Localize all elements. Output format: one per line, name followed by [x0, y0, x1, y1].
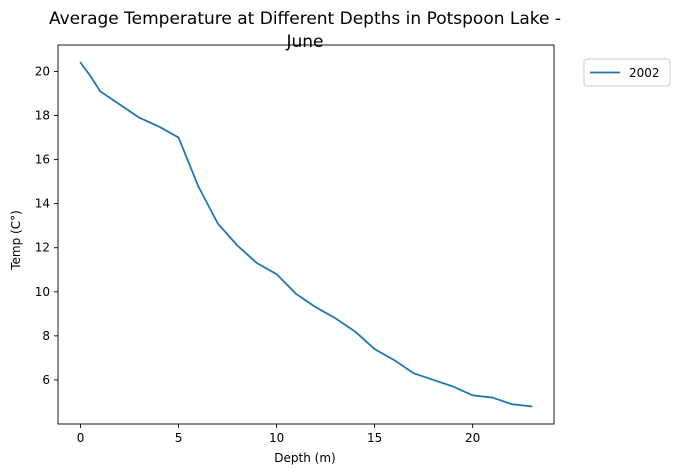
chart-title-line-1: Average Temperature at Different Depths …	[49, 9, 561, 29]
legend-label-2002: 2002	[629, 66, 660, 80]
legend-frame	[583, 58, 671, 87]
legend: 2002	[583, 58, 671, 87]
x-axis-label: Depth (m)	[274, 451, 335, 465]
y-tick-label-8: 8	[42, 329, 50, 343]
axes-frame	[57, 44, 555, 425]
y-tick-label-14: 14	[35, 197, 50, 211]
x-tick-label-10: 10	[269, 431, 284, 445]
y-tick-label-6: 6	[42, 373, 50, 387]
x-tick-label-20: 20	[465, 431, 480, 445]
y-tick-label-16: 16	[35, 153, 50, 167]
x-tick-label-15: 15	[367, 431, 382, 445]
y-tick-label-20: 20	[35, 64, 50, 78]
y-tick-label-10: 10	[35, 285, 50, 299]
x-tick-label-0: 0	[77, 431, 85, 445]
y-tick-label-12: 12	[35, 241, 50, 255]
y-tick-label-18: 18	[35, 109, 50, 123]
chart-title-line-2: June	[285, 32, 323, 52]
series-line-2002	[79, 61, 533, 408]
plot-area: 0 5 10 15 20 6 8 10 12 14 16 18 20	[35, 44, 555, 445]
x-tick-label-5: 5	[175, 431, 183, 445]
y-axis-label: Temp (C°)	[9, 210, 23, 271]
